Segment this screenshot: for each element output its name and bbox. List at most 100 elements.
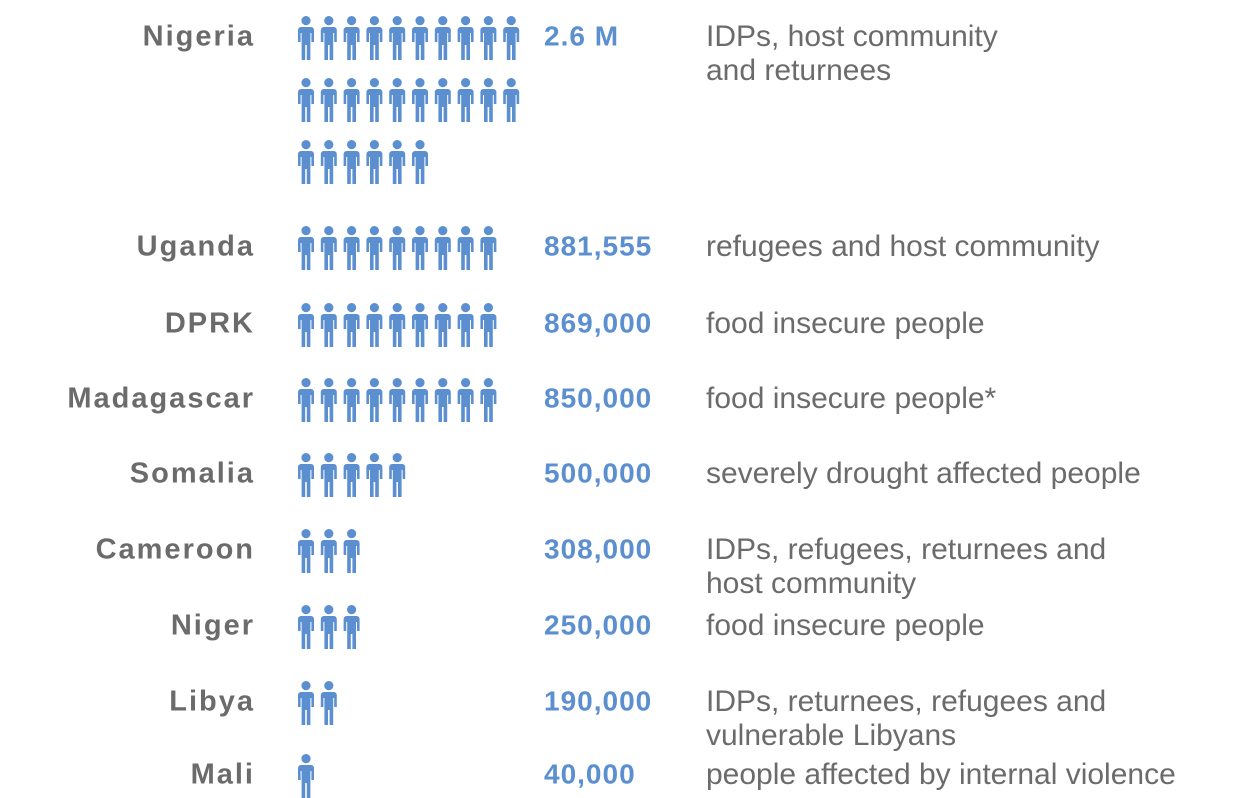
description: people affected by internal violence: [706, 758, 1176, 791]
person-icon: [298, 453, 314, 497]
icon-group: [298, 754, 314, 798]
country-label: Libya: [169, 686, 255, 718]
description: host community: [706, 567, 916, 600]
person-icon: [320, 140, 337, 184]
person-icon: [434, 16, 451, 60]
person-icon: [503, 78, 520, 122]
person-icon: [457, 78, 474, 122]
person-icon: [343, 605, 360, 649]
person-icon: [434, 226, 451, 270]
person-icon: [457, 303, 474, 347]
icon-group: [298, 453, 406, 497]
value-label: 869,000: [544, 307, 652, 338]
person-icon: [412, 78, 428, 122]
value-label: 2.6 M: [544, 20, 619, 51]
person-icon: [480, 16, 497, 60]
person-icon: [320, 605, 337, 649]
person-icon: [412, 16, 428, 60]
description: vulnerable Libyans: [706, 719, 956, 752]
icon-group: [298, 605, 360, 649]
description: food insecure people: [706, 307, 985, 340]
country-label: Mali: [191, 759, 255, 791]
country-label: Madagascar: [67, 383, 255, 415]
icon-group: [298, 681, 337, 725]
value-label: 850,000: [544, 382, 652, 413]
description: food insecure people*: [706, 382, 997, 415]
person-icon: [434, 78, 451, 122]
person-icon: [343, 378, 360, 422]
person-icon: [298, 378, 314, 422]
person-icon: [343, 16, 360, 60]
person-icon: [320, 226, 337, 270]
icon-group: [298, 529, 360, 573]
person-icon: [343, 453, 360, 497]
person-icon: [320, 16, 337, 60]
description: food insecure people: [706, 609, 985, 642]
person-icon: [480, 226, 497, 270]
person-icon: [503, 16, 520, 60]
value-label: 250,000: [544, 609, 652, 640]
person-icon: [343, 140, 360, 184]
description: IDPs, returnees, refugees and: [706, 685, 1106, 718]
country-label: Nigeria: [143, 21, 255, 53]
person-icon: [434, 303, 451, 347]
person-icon: [457, 378, 474, 422]
person-icon: [298, 754, 314, 798]
person-icon: [366, 226, 383, 270]
person-icon: [366, 78, 383, 122]
person-icon: [320, 529, 337, 573]
person-icon: [389, 378, 406, 422]
country-label: Niger: [171, 610, 255, 642]
person-icon: [389, 303, 406, 347]
description: IDPs, host community: [706, 20, 998, 53]
person-icon: [320, 78, 337, 122]
person-icon: [298, 605, 314, 649]
person-icon: [298, 226, 314, 270]
person-icon: [343, 226, 360, 270]
value-label: 500,000: [544, 457, 652, 488]
person-icon: [389, 78, 406, 122]
person-icon: [366, 453, 383, 497]
person-icon: [480, 78, 497, 122]
person-icon: [366, 140, 383, 184]
country-label: Uganda: [137, 231, 255, 263]
person-icon: [298, 303, 314, 347]
person-icon: [320, 453, 337, 497]
person-icon: [434, 378, 451, 422]
person-icon: [389, 226, 406, 270]
person-icon: [298, 529, 314, 573]
value-label: 190,000: [544, 685, 652, 716]
person-icon: [343, 529, 360, 573]
person-icon: [366, 303, 383, 347]
description: IDPs, refugees, returnees and: [706, 533, 1106, 566]
icon-group: [298, 378, 497, 422]
person-icon: [343, 303, 360, 347]
person-icon: [412, 140, 428, 184]
person-icon: [343, 78, 360, 122]
person-icon: [298, 16, 314, 60]
person-icon: [320, 303, 337, 347]
value-label: 40,000: [544, 758, 636, 789]
person-icon: [412, 303, 428, 347]
icon-group: [298, 16, 520, 184]
icon-group: [298, 226, 497, 270]
value-label: 881,555: [544, 230, 652, 261]
person-icon: [457, 16, 474, 60]
description: and returnees: [706, 54, 891, 87]
description: refugees and host community: [706, 230, 1100, 263]
person-icon: [389, 16, 406, 60]
person-icon: [412, 378, 428, 422]
person-icon: [389, 453, 406, 497]
person-icon: [298, 78, 314, 122]
person-icon: [480, 303, 497, 347]
person-icon: [366, 378, 383, 422]
person-icon: [389, 140, 406, 184]
country-label: Somalia: [130, 458, 255, 490]
person-icon: [298, 140, 314, 184]
person-icon: [480, 378, 497, 422]
person-icon: [366, 16, 383, 60]
person-icon: [320, 378, 337, 422]
person-icon: [298, 681, 314, 725]
country-label: Cameroon: [96, 534, 255, 566]
